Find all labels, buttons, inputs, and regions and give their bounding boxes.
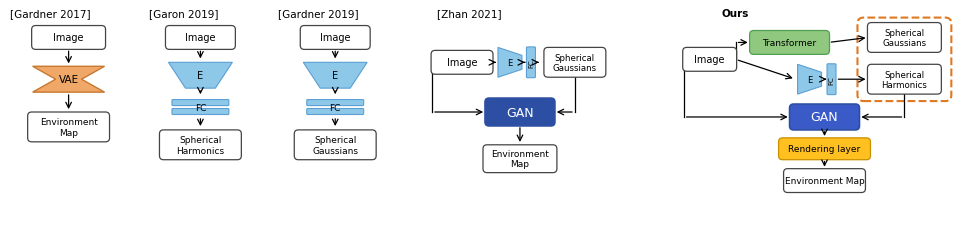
FancyBboxPatch shape: [526, 48, 535, 78]
FancyBboxPatch shape: [307, 109, 364, 115]
Text: Rendering layer: Rendering layer: [789, 145, 861, 154]
FancyBboxPatch shape: [160, 130, 242, 160]
Text: [Gardner 2019]: [Gardner 2019]: [278, 9, 359, 19]
Text: [Zhan 2021]: [Zhan 2021]: [437, 9, 501, 19]
FancyBboxPatch shape: [779, 138, 871, 160]
FancyBboxPatch shape: [172, 100, 229, 106]
Text: Environment Map: Environment Map: [785, 176, 865, 185]
Text: Transformer: Transformer: [762, 39, 817, 48]
FancyBboxPatch shape: [790, 105, 860, 130]
Text: VAE: VAE: [58, 75, 79, 85]
Text: GAN: GAN: [506, 106, 533, 119]
FancyBboxPatch shape: [868, 23, 941, 53]
FancyBboxPatch shape: [172, 109, 229, 115]
Text: Spherical
Gaussians: Spherical Gaussians: [553, 53, 597, 73]
Text: FC: FC: [527, 59, 534, 67]
FancyBboxPatch shape: [485, 99, 555, 126]
Text: Spherical
Gaussians: Spherical Gaussians: [882, 29, 926, 48]
FancyBboxPatch shape: [300, 26, 370, 50]
FancyBboxPatch shape: [31, 26, 105, 50]
Text: Image: Image: [185, 33, 215, 43]
Text: Image: Image: [447, 58, 478, 68]
Text: Spherical
Gaussians: Spherical Gaussians: [312, 136, 358, 155]
Text: [Gardner 2017]: [Gardner 2017]: [11, 9, 91, 19]
Text: E: E: [332, 71, 338, 81]
FancyBboxPatch shape: [483, 145, 557, 173]
FancyBboxPatch shape: [294, 130, 376, 160]
FancyBboxPatch shape: [431, 51, 493, 75]
Text: E: E: [197, 71, 204, 81]
Text: Image: Image: [320, 33, 350, 43]
Text: FC: FC: [829, 76, 835, 84]
Text: Spherical
Harmonics: Spherical Harmonics: [881, 70, 927, 89]
Polygon shape: [169, 63, 232, 89]
FancyBboxPatch shape: [682, 48, 737, 72]
Text: E: E: [807, 75, 812, 84]
FancyBboxPatch shape: [827, 64, 836, 95]
Polygon shape: [303, 63, 368, 89]
Text: Environment
Map: Environment Map: [491, 149, 549, 169]
Polygon shape: [498, 48, 522, 78]
FancyBboxPatch shape: [27, 113, 109, 142]
FancyBboxPatch shape: [307, 100, 364, 106]
Text: Image: Image: [54, 33, 84, 43]
FancyBboxPatch shape: [166, 26, 235, 50]
Text: Ours: Ours: [722, 9, 749, 19]
FancyBboxPatch shape: [868, 65, 941, 95]
Text: GAN: GAN: [810, 111, 838, 124]
Text: E: E: [507, 59, 513, 67]
Polygon shape: [32, 67, 104, 93]
Text: Image: Image: [694, 55, 725, 65]
Text: FC: FC: [195, 103, 206, 112]
Text: Environment
Map: Environment Map: [40, 118, 98, 137]
Text: FC: FC: [330, 103, 341, 112]
Text: [Garon 2019]: [Garon 2019]: [148, 9, 218, 19]
FancyBboxPatch shape: [784, 169, 866, 193]
FancyBboxPatch shape: [544, 48, 605, 78]
Polygon shape: [798, 65, 822, 95]
FancyBboxPatch shape: [750, 31, 830, 55]
Text: Spherical
Harmonics: Spherical Harmonics: [176, 136, 224, 155]
